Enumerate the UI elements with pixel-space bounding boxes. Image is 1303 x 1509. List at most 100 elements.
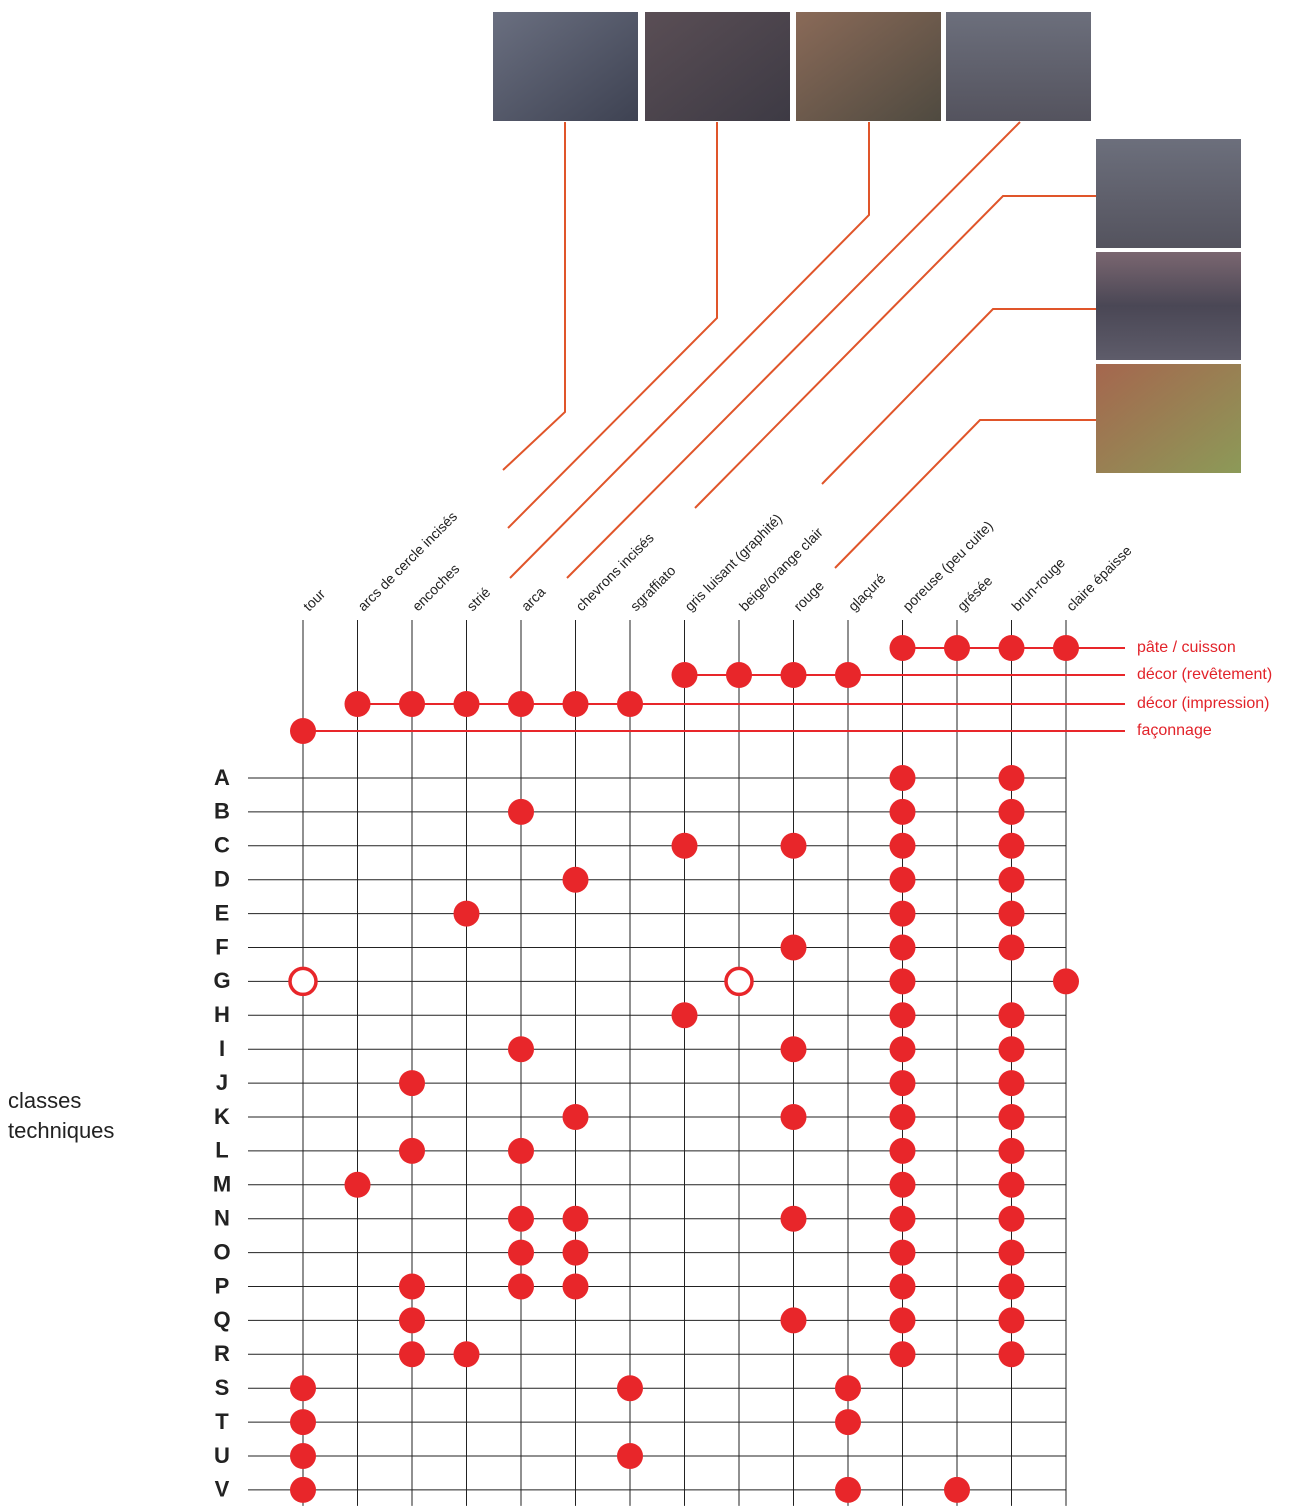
dot-filled (998, 1273, 1025, 1300)
row-label: N (214, 1206, 230, 1231)
dot-filled (780, 934, 807, 961)
photo (1096, 252, 1241, 360)
column-label: poreuse (peu cuite) (899, 518, 996, 615)
column-label: tour (300, 586, 329, 615)
column-label: arcs de cercle incisés (354, 508, 460, 614)
dot-filled (998, 900, 1025, 927)
group-dot (889, 635, 916, 661)
dot-filled (998, 866, 1025, 893)
dot-filled (399, 1137, 425, 1164)
dot-filled (998, 832, 1025, 859)
row-label: C (214, 833, 230, 858)
row-label: I (219, 1036, 225, 1061)
dot-filled (998, 934, 1025, 961)
column-label: encoches (409, 560, 463, 614)
group-label: pâte / cuisson (1137, 639, 1236, 656)
dot-filled (889, 900, 916, 927)
group-dot (998, 635, 1025, 661)
column-label: rouge (790, 577, 827, 614)
dot-filled (780, 1104, 807, 1130)
group-label: décor (impression) (1137, 695, 1269, 712)
dot-filled (998, 1104, 1025, 1130)
dot-filled (344, 1171, 371, 1198)
dot-filled (889, 1239, 916, 1266)
dot-filled (889, 968, 916, 995)
dot-filled (671, 1002, 698, 1029)
dot-filled (671, 832, 698, 859)
row-label: H (214, 1002, 230, 1027)
row-label: U (214, 1443, 230, 1468)
dot-filled (562, 1239, 589, 1266)
dot-filled (617, 1443, 643, 1469)
row-label: F (215, 934, 228, 959)
row-label: D (214, 867, 230, 892)
photo (796, 12, 941, 121)
photo-leaders (502, 121, 1096, 579)
row-label: E (215, 900, 230, 925)
group-dot (671, 662, 698, 688)
row-label: Q (213, 1307, 230, 1332)
dot-filled (508, 1205, 534, 1232)
dot-filled (889, 1104, 916, 1130)
group-label: façonnage (1137, 722, 1212, 739)
dot-filled (889, 832, 916, 859)
dot-open (288, 966, 318, 997)
dot-filled (399, 1070, 425, 1097)
dot-filled (998, 1205, 1025, 1232)
dot-filled (998, 1002, 1025, 1029)
dot-filled (508, 1036, 534, 1063)
group-dot (1053, 635, 1079, 661)
photo (946, 12, 1091, 121)
dot-filled (998, 1239, 1025, 1266)
row-label: B (214, 799, 230, 824)
dot-filled (562, 1273, 589, 1300)
column-label: strié (463, 584, 493, 614)
dot-filled (998, 1036, 1025, 1063)
row-label: R (214, 1341, 230, 1366)
dot-filled (453, 1341, 480, 1368)
dot-filled (508, 1239, 534, 1266)
leader-line (834, 419, 1096, 569)
row-label: J (216, 1070, 228, 1095)
dot-filled (290, 1375, 316, 1402)
photo (1096, 364, 1241, 473)
side-label: classes techniques (8, 1088, 115, 1143)
group-dot (835, 662, 861, 688)
dot-filled (998, 1307, 1025, 1334)
dot-filled (399, 1307, 425, 1334)
dot-filled (889, 866, 916, 893)
dot-filled (508, 1137, 534, 1164)
column-label: claire épaisse (1063, 542, 1135, 614)
dot-filled (835, 1409, 861, 1436)
dot-filled (453, 900, 480, 927)
dot-filled (998, 765, 1025, 791)
leader-line (694, 195, 1096, 509)
group-dot (562, 691, 589, 717)
dot-filled (998, 1341, 1025, 1368)
dot-open (724, 966, 754, 997)
dot-filled (562, 866, 589, 893)
dot-filled (889, 1070, 916, 1097)
dot-filled (290, 1409, 316, 1436)
row-label: A (214, 765, 230, 790)
dot-filled (835, 1375, 861, 1402)
group-dot (344, 691, 371, 717)
dot-filled (399, 1273, 425, 1300)
column-label: gris luisant (graphité) (681, 510, 785, 614)
column-label: brun-rouge (1008, 554, 1068, 614)
row-label: T (215, 1409, 229, 1434)
leader-line (821, 308, 1096, 485)
dot-filled (1053, 968, 1079, 995)
dot-filled (780, 1205, 807, 1232)
dot-filled (617, 1375, 643, 1402)
dot-filled (889, 1137, 916, 1164)
dot-filled (399, 1341, 425, 1368)
group-dot (290, 718, 316, 744)
dot-filled (889, 1205, 916, 1232)
dot-filled (889, 934, 916, 961)
group-dot (453, 691, 480, 717)
photos (493, 12, 1241, 473)
dot-filled (998, 798, 1025, 825)
photo (493, 12, 638, 121)
row-label: P (215, 1273, 230, 1298)
